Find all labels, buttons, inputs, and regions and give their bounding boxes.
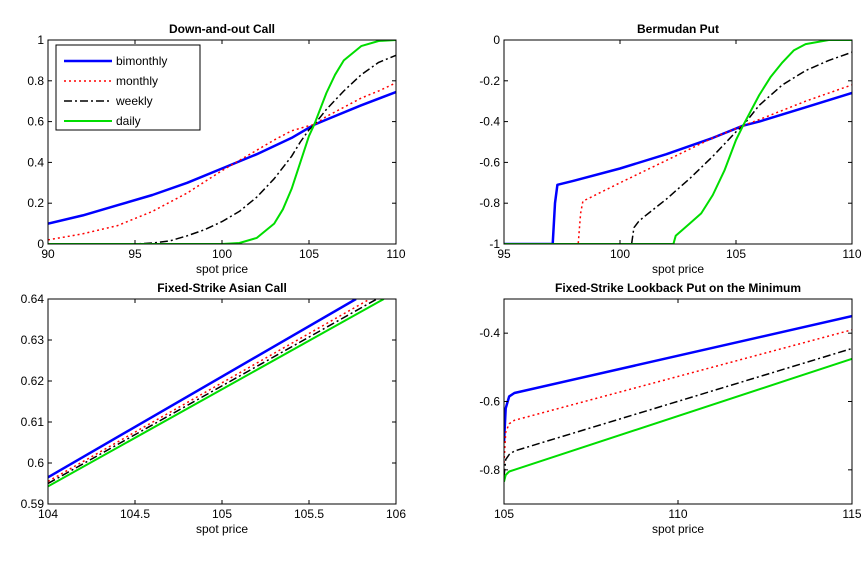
legend-label-bimonthly: bimonthly	[116, 54, 167, 68]
y-tick-label: -0.4	[479, 115, 500, 129]
y-tick-label: 0.64	[21, 292, 45, 306]
plot-area	[48, 299, 396, 504]
y-tick-label: 0.59	[21, 497, 45, 511]
series-line-weekly	[48, 54, 396, 244]
x-tick-label: 95	[128, 247, 142, 261]
plot-area	[504, 299, 852, 504]
series-line-bimonthly	[504, 314, 852, 443]
legend-label-monthly: monthly	[116, 74, 158, 88]
series-line-weekly	[504, 347, 852, 477]
series-group	[48, 40, 396, 244]
x-axis-label: spot price	[196, 262, 248, 276]
series-line-daily	[504, 357, 852, 483]
x-axis-label: spot price	[652, 522, 704, 536]
series-line-daily	[504, 40, 852, 244]
series-line-weekly	[504, 51, 852, 244]
y-tick-label: 0.4	[27, 155, 44, 169]
series-line-monthly	[504, 329, 852, 464]
y-tick-label: 0.6	[27, 456, 44, 470]
series-line-monthly	[504, 84, 852, 244]
series-line-daily	[48, 40, 396, 244]
y-tick-label: -0.4	[479, 326, 500, 340]
axes-frame	[503, 39, 853, 245]
y-tick-label: 0	[37, 237, 44, 251]
series-line-bimonthly	[504, 91, 852, 244]
series-line-daily	[48, 299, 385, 488]
x-tick-label: 106	[386, 507, 406, 521]
x-axis-label: spot price	[196, 522, 248, 536]
x-tick-label: 110	[842, 247, 861, 261]
x-tick-label: 115	[842, 507, 861, 521]
x-tick-label: 100	[212, 247, 232, 261]
x-tick-label: 110	[668, 507, 687, 521]
series-line-monthly	[48, 299, 371, 483]
x-tick-label: 105	[212, 507, 232, 521]
series-line-monthly	[48, 82, 396, 241]
y-tick-label: -0.8	[479, 463, 500, 477]
x-tick-label: 100	[610, 247, 630, 261]
y-tick-label: 0.2	[27, 196, 44, 210]
series-line-weekly	[48, 299, 378, 485]
plot-area	[504, 40, 852, 244]
chart-panel-1: 90 95 100 105 110 0 0.2 0.4 0.6 0.8 1 Down-and-out …	[27, 22, 406, 276]
chart-title: Fixed-Strike Asian Call	[157, 281, 287, 295]
x-tick-label: 104.5	[120, 507, 150, 521]
x-axis-label: spot price	[652, 262, 704, 276]
x-tick-label: 105	[726, 247, 746, 261]
x-tick-label: 105	[299, 247, 319, 261]
chart-panel-4: 105 110 115 -0.8 -0.6 -0.4 Fixed-Strike Lookba…	[479, 281, 862, 536]
y-tick-label: 0.62	[21, 374, 45, 388]
chart-panel-3: 104 104.5 105 105.5 106 0.59 0.6 0.61 0.62 0.63 0.…	[21, 281, 407, 536]
y-tick-label: -0.8	[479, 196, 500, 210]
series-group	[504, 40, 852, 244]
chart-title: Fixed-Strike Lookback Put on the Minimum	[555, 281, 801, 295]
x-tick-label: 105	[494, 507, 514, 521]
series-line-bimonthly	[48, 90, 396, 225]
y-tick-label: -0.2	[479, 74, 500, 88]
series-line-bimonthly	[48, 299, 357, 479]
y-tick-label: 0	[493, 33, 500, 47]
chart-panel-2: 95 100 105 110 -1 -0.8 -0.6 -0.4 -0.2 0 Bermudan P…	[479, 22, 862, 276]
chart-title: Down-and-out Call	[169, 22, 275, 36]
x-tick-label: 104	[38, 507, 58, 521]
y-tick-label: 0.61	[21, 415, 45, 429]
legend-label-weekly: weekly	[115, 94, 153, 108]
y-tick-label: -0.6	[479, 395, 500, 409]
x-tick-label: 95	[497, 247, 511, 261]
legend-label-daily: daily	[116, 114, 141, 128]
y-tick-label: 0.6	[27, 115, 44, 129]
y-tick-label: 0.8	[27, 74, 44, 88]
y-tick-label: -0.6	[479, 155, 500, 169]
legend: bimonthly monthly weekly daily	[55, 44, 201, 131]
y-tick-label: 1	[37, 33, 44, 47]
x-tick-label: 90	[41, 247, 55, 261]
series-group	[504, 314, 852, 483]
y-tick-label: -1	[489, 237, 500, 251]
series-group	[48, 299, 385, 488]
chart-title: Bermudan Put	[637, 22, 719, 36]
legend-box	[55, 44, 201, 131]
x-tick-label: 105.5	[294, 507, 324, 521]
x-tick-label: 110	[386, 247, 405, 261]
y-tick-label: 0.63	[21, 333, 45, 347]
